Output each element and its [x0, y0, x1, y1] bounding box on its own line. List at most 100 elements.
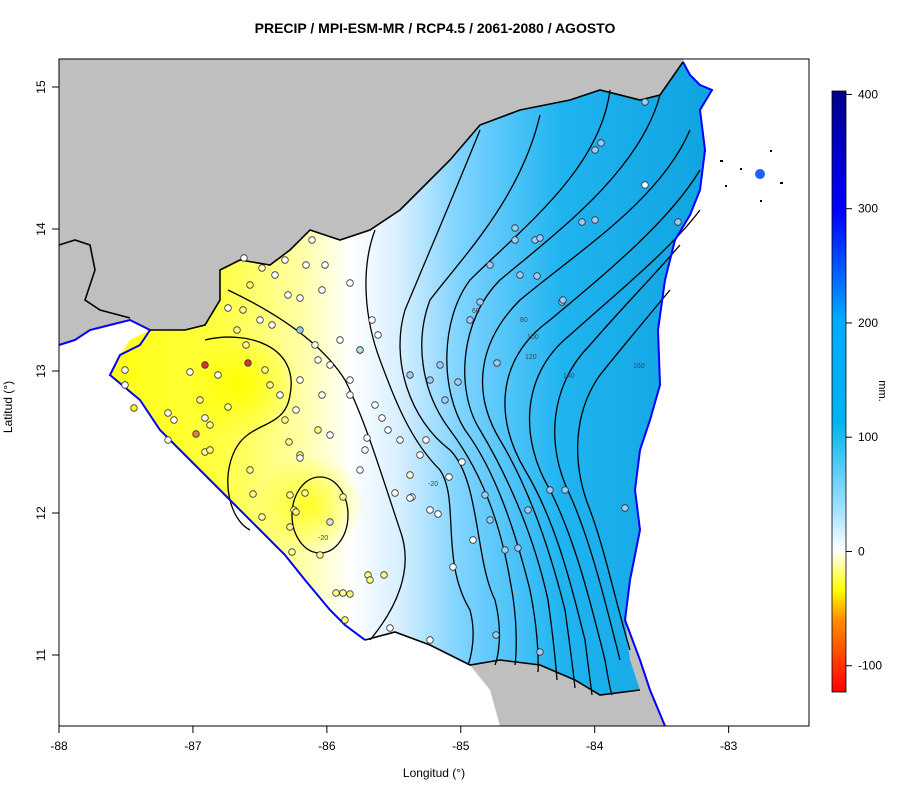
y-tick-label: 15 [34, 80, 48, 94]
station-marker [514, 544, 522, 552]
station-marker [384, 426, 392, 434]
station-marker [286, 491, 294, 499]
station-marker [201, 414, 209, 422]
station-marker [441, 396, 449, 404]
station-marker [406, 371, 414, 379]
station-marker [164, 436, 172, 444]
station-marker [516, 271, 524, 279]
station-marker [426, 506, 434, 514]
station-marker [321, 261, 329, 269]
station-marker [406, 471, 414, 479]
station-marker [276, 391, 284, 399]
colorbar-tick-label: 400 [858, 87, 878, 101]
station-marker [318, 391, 326, 399]
contour-label: 80 [520, 317, 528, 324]
station-marker [356, 466, 364, 474]
y-tick-label: 11 [34, 648, 48, 661]
station-marker [578, 218, 586, 226]
station-marker [492, 631, 500, 639]
dry-anomaly-south [255, 455, 365, 555]
contour-label: 140 [563, 373, 575, 380]
station-marker [246, 281, 254, 289]
colorbar-tick-label: -100 [858, 659, 882, 673]
contour-labels: -20 -20 60 80 100 120 140 160 [318, 308, 645, 542]
station-marker [332, 589, 340, 597]
station-marker [597, 139, 605, 147]
station-marker [296, 454, 304, 462]
station-marker [286, 523, 294, 531]
station-marker [281, 256, 289, 264]
station-marker [170, 416, 178, 424]
contour-label: 120 [525, 354, 537, 361]
station-marker [346, 391, 354, 399]
station-marker [346, 376, 354, 384]
station-marker [301, 489, 309, 497]
station-marker [258, 264, 266, 272]
station-marker [233, 326, 241, 334]
station-marker [591, 216, 599, 224]
station-marker [536, 234, 544, 242]
station-marker [164, 409, 172, 417]
station-marker [466, 316, 474, 324]
station-marker [311, 341, 319, 349]
station-marker [366, 576, 374, 584]
station-marker [511, 236, 519, 244]
y-tick-label: 12 [34, 506, 48, 520]
station-marker [559, 296, 567, 304]
station-marker [511, 224, 519, 232]
station-marker [356, 346, 364, 354]
station-marker [426, 376, 434, 384]
station-marker [361, 446, 369, 454]
x-axis: -88 -87 -86 -85 -84 -83 [50, 726, 738, 753]
station-marker [641, 181, 649, 189]
station-marker [244, 359, 252, 367]
y-tick-label: 13 [34, 364, 48, 378]
station-marker [396, 436, 404, 444]
station-marker [296, 294, 304, 302]
land-borders [58, 61, 684, 331]
station-marker [201, 361, 209, 369]
station-marker [271, 271, 279, 279]
x-tick-label: -85 [452, 739, 470, 753]
station-marker [256, 316, 264, 324]
x-axis-label: Longitud (°) [402, 766, 466, 780]
station-marker [674, 218, 682, 226]
station-marker [258, 513, 266, 521]
station-marker [469, 536, 477, 544]
station-points [121, 98, 682, 656]
y-axis: 11 12 13 14 15 [34, 80, 59, 661]
station-marker [546, 486, 554, 494]
dry-anomaly-north [180, 330, 300, 440]
map-title: PRECIP / MPI-ESM-MR / RCP4.5 / 2061-2080… [254, 20, 616, 36]
station-marker [316, 551, 324, 559]
station-marker [363, 434, 371, 442]
contour-lines [204, 89, 701, 696]
plot-frame [58, 58, 810, 727]
island-corn [755, 169, 765, 179]
station-marker [326, 361, 334, 369]
station-marker [476, 298, 484, 306]
coastline [58, 61, 714, 727]
x-tick-label: -83 [720, 739, 738, 753]
station-marker [416, 451, 424, 459]
x-tick-label: -86 [318, 739, 336, 753]
station-marker [426, 636, 434, 644]
station-marker [391, 489, 399, 497]
station-marker [501, 546, 509, 554]
station-marker [288, 548, 296, 556]
station-marker [268, 321, 276, 329]
contour-label: -20 [428, 481, 438, 488]
y-tick-label: 14 [34, 222, 48, 236]
station-marker [285, 438, 293, 446]
colorbar-tick-label: 300 [858, 202, 878, 216]
station-marker [292, 406, 300, 414]
islands [720, 150, 783, 202]
station-marker [536, 648, 544, 656]
x-tick-label: -84 [586, 739, 604, 753]
station-marker [386, 624, 394, 632]
colorbar-tick-label: 100 [858, 430, 878, 444]
station-marker [378, 414, 386, 422]
station-marker [371, 401, 379, 409]
station-marker [314, 426, 322, 434]
